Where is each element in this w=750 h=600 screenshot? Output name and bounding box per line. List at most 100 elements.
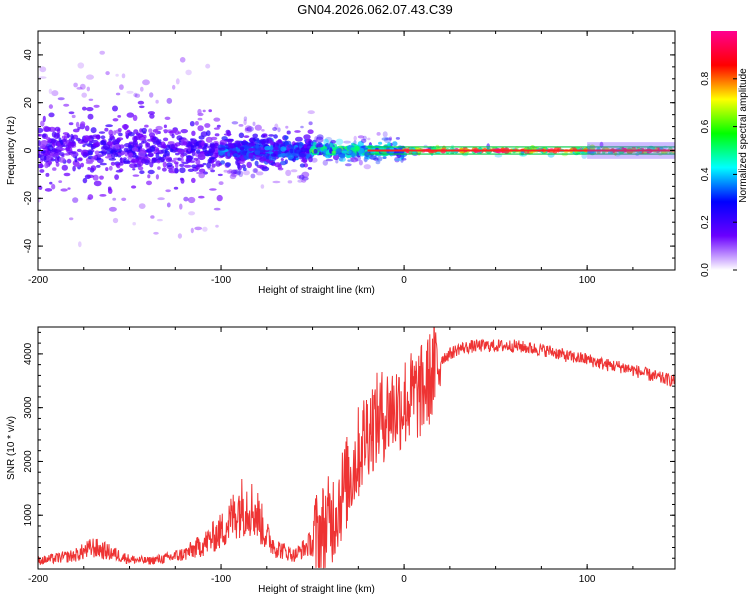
- heatmap-cell: [51, 90, 59, 97]
- heatmap-xlabel: Height of straight line (km): [258, 285, 375, 296]
- heatmap-cell: [294, 130, 301, 133]
- heatmap-cell: [242, 167, 247, 171]
- heatmap-cell: [202, 109, 206, 113]
- heatmap-cell: [217, 173, 223, 177]
- heatmap-cell: [148, 132, 156, 138]
- heatmap-cell: [63, 172, 71, 177]
- heatmap-cell: [363, 164, 371, 170]
- heatmap-cell: [191, 164, 197, 169]
- heatmap-cell: [325, 150, 329, 155]
- heatmap-cell: [396, 153, 402, 158]
- heatmap-cell: [77, 126, 81, 130]
- heatmap-cell: [177, 157, 182, 161]
- heatmap-cell: [184, 164, 192, 168]
- heatmap-cell: [133, 136, 141, 141]
- colorbar-tick-label: 0.0: [700, 263, 711, 277]
- heatmap-cell: [285, 152, 292, 158]
- heatmap-cell: [165, 189, 171, 193]
- heatmap-cell: [173, 186, 179, 190]
- heatmap-cell: [81, 92, 87, 98]
- heatmap-cell: [98, 131, 106, 134]
- heatmap-cell: [187, 145, 191, 152]
- heatmap-cell: [236, 147, 240, 153]
- heatmap-cell: [132, 168, 136, 171]
- heatmap-cell: [256, 164, 265, 169]
- heatmap-cell: [210, 169, 216, 173]
- heatmap-cell: [45, 136, 51, 140]
- heatmap-cell: [284, 135, 289, 140]
- heatmap-cell: [123, 157, 127, 161]
- heatmap-cell: [382, 131, 388, 138]
- heatmap-cell: [150, 215, 155, 219]
- heatmap-cell: [547, 152, 555, 158]
- heatmap-cell: [108, 158, 117, 161]
- heatmap-cell: [357, 135, 365, 139]
- heatmap-cell: [151, 136, 159, 143]
- heatmap-cell: [351, 152, 356, 158]
- heatmap-cell: [168, 171, 176, 174]
- heatmap-cell: [182, 140, 188, 146]
- heatmap-cell: [226, 130, 231, 137]
- heatmap-cell: [220, 160, 226, 165]
- heatmap-cell: [134, 93, 141, 98]
- heatmap-cell: [87, 166, 91, 171]
- heatmap-cell: [200, 131, 208, 137]
- heatmap-cell: [112, 217, 119, 224]
- heatmap-cell: [92, 174, 99, 181]
- heatmap-cell: [213, 207, 221, 211]
- heatmap-cell: [254, 124, 262, 131]
- heatmap-cell: [187, 168, 194, 172]
- heatmap-cell: [96, 164, 101, 168]
- snr-xtick-label: 100: [579, 574, 596, 585]
- heatmap-cell: [268, 134, 275, 137]
- heatmap-cell: [189, 121, 195, 127]
- heatmap-cell: [213, 117, 221, 122]
- snr-xtick-label: 0: [401, 574, 407, 585]
- heatmap-cell: [51, 131, 57, 138]
- heatmap-cell: [164, 116, 171, 121]
- heatmap-cell: [339, 154, 346, 159]
- heatmap-cell: [112, 118, 119, 122]
- heatmap-cell: [44, 162, 49, 169]
- heatmap-cell: [219, 151, 224, 156]
- heatmap-cell: [58, 157, 66, 163]
- heatmap-cell: [118, 148, 122, 153]
- heatmap-cell: [347, 159, 351, 162]
- heatmap-cell: [179, 163, 185, 167]
- heatmap-cell: [109, 134, 115, 140]
- heatmap-cell: [226, 138, 234, 142]
- heatmap-cell: [197, 117, 203, 121]
- heatmap-cell: [244, 125, 252, 132]
- heatmap-cell: [381, 137, 389, 141]
- heatmap-cell: [119, 157, 123, 164]
- heatmap-cell: [353, 135, 357, 141]
- heatmap-cell: [375, 160, 381, 165]
- heatmap-cell: [166, 97, 173, 104]
- heatmap-cell: [280, 158, 284, 161]
- heatmap-cell: [254, 149, 261, 156]
- heatmap-cell: [113, 130, 117, 136]
- heatmap-cell: [77, 158, 83, 161]
- heatmap-cell: [244, 127, 249, 132]
- heatmap-cell: [39, 162, 43, 169]
- heatmap-cell: [82, 106, 87, 111]
- heatmap-cell: [254, 160, 259, 166]
- heatmap-cell: [350, 157, 359, 163]
- heatmap-cell: [127, 129, 131, 133]
- heatmap-cell: [147, 152, 154, 158]
- heatmap-cell: [274, 123, 279, 130]
- heatmap-cell: [280, 146, 287, 152]
- heatmap-cell: [140, 86, 144, 92]
- heatmap-cell: [149, 92, 154, 98]
- heatmap-ytick-label: 20: [23, 97, 34, 109]
- heatmap-cell: [72, 165, 76, 172]
- heatmap-cell: [285, 169, 292, 177]
- heatmap-cell: [270, 153, 277, 157]
- heatmap-cell: [38, 76, 47, 79]
- heatmap-cell: [142, 79, 150, 86]
- heatmap-cell: [129, 163, 138, 169]
- heatmap-cell: [213, 127, 220, 130]
- heatmap-cell: [176, 135, 183, 141]
